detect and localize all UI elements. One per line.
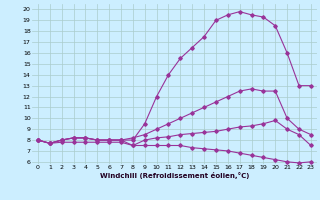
X-axis label: Windchill (Refroidissement éolien,°C): Windchill (Refroidissement éolien,°C) [100, 172, 249, 179]
